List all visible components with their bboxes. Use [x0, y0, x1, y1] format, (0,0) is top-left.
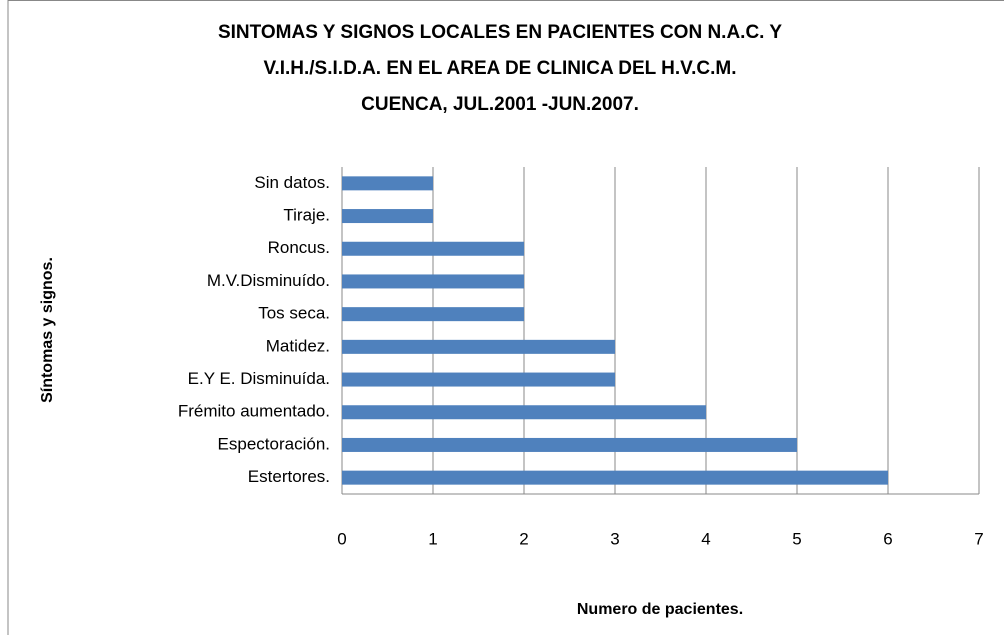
- bar: [342, 405, 706, 420]
- chart-frame: [7, 0, 1004, 635]
- bar: [342, 437, 797, 452]
- y-tick-label: Sin datos.: [254, 173, 330, 192]
- y-tick-label: Tiraje.: [283, 206, 330, 225]
- x-tick-label: 7: [974, 529, 983, 548]
- y-tick-label: Tos seca.: [258, 304, 330, 323]
- bar: [342, 470, 888, 485]
- bar: [342, 176, 433, 191]
- x-tick-label: 5: [792, 529, 801, 548]
- chart-title: V.I.H./S.I.D.A. EN EL AREA DE CLINICA DE…: [264, 58, 737, 79]
- x-tick-label: 4: [701, 529, 710, 548]
- x-tick-label: 6: [883, 529, 892, 548]
- y-axis-label: Síntomas y signos.: [39, 257, 56, 403]
- bar: [342, 209, 433, 224]
- chart-title: SINTOMAS Y SIGNOS LOCALES EN PACIENTES C…: [218, 22, 782, 43]
- x-tick-label: 0: [337, 529, 346, 548]
- y-tick-label: Espectoración.: [218, 434, 330, 453]
- y-tick-label: Matidez.: [266, 336, 330, 355]
- x-axis-label: Numero de pacientes.: [577, 601, 743, 618]
- bar: [342, 274, 524, 289]
- bar: [342, 339, 615, 354]
- chart-title: CUENCA, JUL.2001 -JUN.2007.: [361, 94, 639, 115]
- x-tick-label: 1: [428, 529, 437, 548]
- bar: [342, 307, 524, 322]
- x-tick-label: 3: [610, 529, 619, 548]
- y-tick-label: Frémito aumentado.: [178, 402, 330, 421]
- x-tick-label: 2: [519, 529, 528, 548]
- y-tick-label: E.Y E. Disminuída.: [188, 369, 330, 388]
- bar: [342, 372, 615, 387]
- y-tick-label: M.V.Disminuído.: [207, 271, 330, 290]
- bar: [342, 241, 524, 256]
- y-tick-label: Roncus.: [268, 238, 330, 257]
- y-tick-label: Estertores.: [248, 467, 330, 486]
